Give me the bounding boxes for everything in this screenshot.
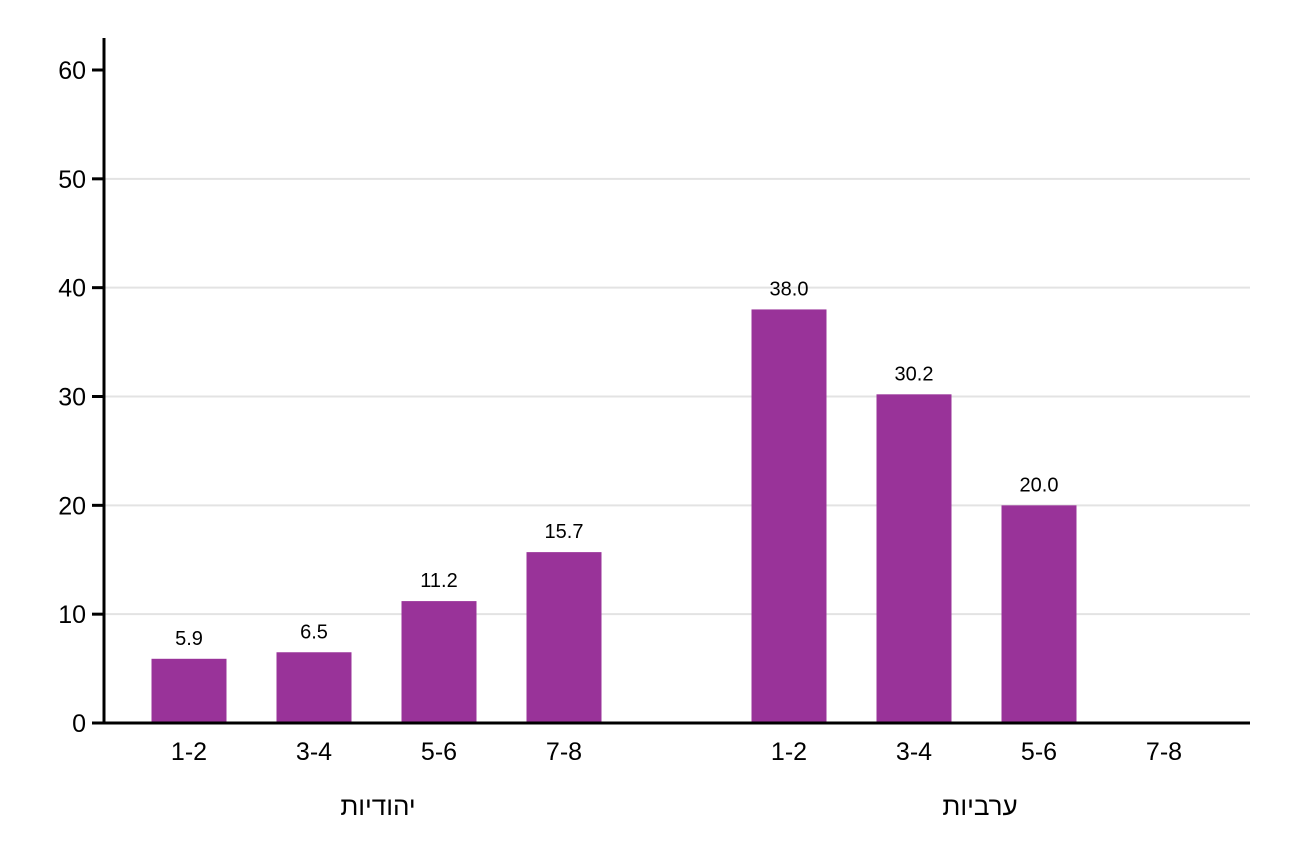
bar — [526, 552, 602, 723]
y-tick-label: 0 — [72, 710, 86, 738]
y-tick-label: 60 — [58, 57, 86, 85]
bar — [401, 601, 477, 723]
y-tick-label: 50 — [58, 166, 86, 194]
bar — [876, 394, 952, 723]
x-tick-label: 7-8 — [1146, 738, 1182, 766]
group-label: יהודיות — [340, 791, 415, 821]
data-label: 6.5 — [300, 621, 328, 643]
bar — [1001, 505, 1077, 723]
x-tick-label: 5-6 — [1021, 738, 1057, 766]
x-tick-label: 1-2 — [171, 738, 207, 766]
group-label: ערביות — [942, 791, 1017, 821]
data-label: 15.7 — [545, 521, 584, 543]
data-label: 20.0 — [1020, 474, 1059, 496]
y-tick-label: 40 — [58, 275, 86, 303]
data-label: 11.2 — [420, 570, 457, 592]
bar — [751, 309, 827, 723]
y-tick-label: 30 — [58, 384, 86, 412]
y-tick-label: 10 — [58, 601, 86, 629]
y-tick-label: 20 — [58, 492, 86, 520]
x-tick-label: 1-2 — [771, 738, 807, 766]
bar — [151, 658, 227, 723]
x-tick-label: 3-4 — [896, 738, 932, 766]
data-label: 30.2 — [895, 363, 934, 385]
x-tick-label: 7-8 — [546, 738, 582, 766]
x-tick-label: 3-4 — [296, 738, 332, 766]
bar — [276, 652, 352, 723]
x-tick-label: 5-6 — [421, 738, 457, 766]
data-label: 5.9 — [175, 628, 203, 650]
data-label: 38.0 — [770, 278, 809, 300]
